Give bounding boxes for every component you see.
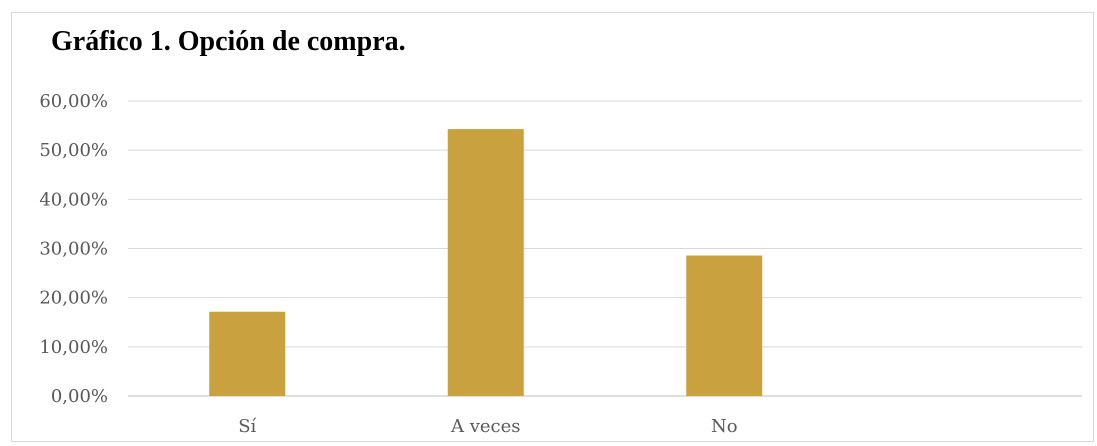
chart-frame: [11, 12, 1094, 442]
x-tick-label: Sí: [238, 416, 256, 437]
bar: [686, 255, 763, 396]
y-tick-label: 20,00%: [39, 288, 108, 309]
y-tick-label: 60,00%: [39, 91, 108, 112]
y-tick-label: 40,00%: [39, 189, 108, 210]
y-tick-label: 50,00%: [39, 140, 108, 161]
y-tick-label: 0,00%: [51, 386, 108, 407]
x-tick-label: A veces: [450, 416, 521, 437]
chart-title: Gráfico 1. Opción de compra.: [51, 26, 406, 57]
gridlines: [128, 100, 1082, 397]
bar: [209, 311, 286, 396]
y-tick-label: 10,00%: [39, 337, 108, 358]
x-axis-ticks: Sí A veces No: [238, 416, 737, 437]
y-axis-ticks: 0,00% 10,00% 20,00% 30,00% 40,00% 50,00% 60,00…: [39, 91, 108, 407]
bar: [447, 129, 524, 397]
bars: [209, 129, 763, 397]
y-tick-label: 30,00%: [39, 239, 108, 260]
x-tick-label: No: [711, 416, 738, 437]
